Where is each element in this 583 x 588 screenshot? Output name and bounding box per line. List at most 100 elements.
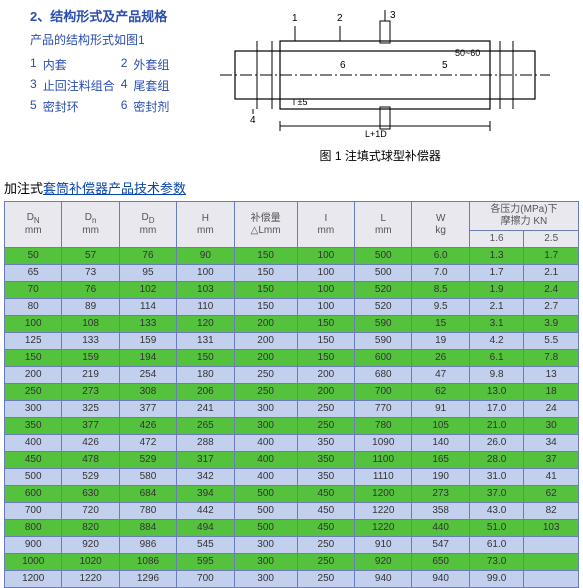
table-cell: 494 bbox=[177, 520, 234, 537]
table-cell: 150 bbox=[177, 350, 234, 367]
table-cell: 7.0 bbox=[412, 265, 469, 282]
table-cell: 700 bbox=[177, 571, 234, 588]
svg-text:L+1D: L+1D bbox=[365, 129, 387, 139]
table-cell: 377 bbox=[119, 401, 176, 418]
table-cell: 1020 bbox=[62, 554, 119, 571]
table-cell: 1090 bbox=[355, 435, 412, 452]
subtitle-pre: 加注式 bbox=[4, 181, 43, 196]
table-cell: 9.5 bbox=[412, 299, 469, 316]
table-cell: 57 bbox=[62, 248, 119, 265]
table-cell: 600 bbox=[5, 486, 62, 503]
table-cell: 250 bbox=[234, 367, 297, 384]
table-cell: 194 bbox=[119, 350, 176, 367]
table-cell: 150 bbox=[297, 350, 354, 367]
table-cell: 150 bbox=[234, 282, 297, 299]
table-cell: 1200 bbox=[355, 486, 412, 503]
svg-text:3: 3 bbox=[390, 10, 396, 21]
table-cell: 82 bbox=[524, 503, 579, 520]
table-cell: 680 bbox=[355, 367, 412, 384]
th-i: Imm bbox=[297, 202, 354, 248]
table-cell: 133 bbox=[62, 333, 119, 350]
table-cell: 300 bbox=[234, 401, 297, 418]
table-cell: 5.5 bbox=[524, 333, 579, 350]
table-cell: 47 bbox=[412, 367, 469, 384]
table-cell: 1.9 bbox=[469, 282, 524, 299]
table-cell: 89 bbox=[62, 299, 119, 316]
svg-text:6: 6 bbox=[340, 60, 346, 71]
table-cell: 26 bbox=[412, 350, 469, 367]
table-cell: 131 bbox=[177, 333, 234, 350]
table-cell: 400 bbox=[5, 435, 62, 452]
table-cell: 478 bbox=[62, 452, 119, 469]
parts-table: 1内套2外套组3止回注料组合4尾套组5密封环6密封剂 bbox=[30, 54, 175, 117]
table-cell: 450 bbox=[297, 486, 354, 503]
table-cell: 62 bbox=[524, 486, 579, 503]
table-cell: 940 bbox=[355, 571, 412, 588]
table-cell: 159 bbox=[62, 350, 119, 367]
table-cell: 95 bbox=[119, 265, 176, 282]
table-cell: 6.0 bbox=[412, 248, 469, 265]
table-cell: 73 bbox=[62, 265, 119, 282]
table-cell: 300 bbox=[234, 554, 297, 571]
subtitle-link[interactable]: 套筒补偿器产品技术参数 bbox=[43, 181, 186, 196]
table-cell: 150 bbox=[5, 350, 62, 367]
table-cell: 394 bbox=[177, 486, 234, 503]
svg-text:5: 5 bbox=[442, 60, 448, 71]
table-cell: 19 bbox=[412, 333, 469, 350]
svg-text:2: 2 bbox=[337, 13, 343, 24]
th-w: Wkg bbox=[412, 202, 469, 248]
table-cell: 820 bbox=[62, 520, 119, 537]
table-cell: 41 bbox=[524, 469, 579, 486]
table-row: 505776901501005006.01.31.7 bbox=[5, 248, 579, 265]
table-cell: 100 bbox=[297, 282, 354, 299]
table-cell: 2.4 bbox=[524, 282, 579, 299]
table-cell: 426 bbox=[119, 418, 176, 435]
table-cell: 165 bbox=[412, 452, 469, 469]
table-cell: 17.0 bbox=[469, 401, 524, 418]
table-cell: 100 bbox=[5, 316, 62, 333]
table-cell: 150 bbox=[297, 316, 354, 333]
table-cell: 265 bbox=[177, 418, 234, 435]
table-cell: 103 bbox=[524, 520, 579, 537]
table-cell: 1086 bbox=[119, 554, 176, 571]
table-cell: 650 bbox=[412, 554, 469, 571]
table-cell: 600 bbox=[355, 350, 412, 367]
table-cell: 100 bbox=[297, 248, 354, 265]
th-dd: DDmm bbox=[119, 202, 176, 248]
svg-text:50~60: 50~60 bbox=[455, 48, 480, 58]
table-cell: 520 bbox=[355, 282, 412, 299]
part-num: 6 bbox=[121, 96, 134, 117]
table-cell: 15 bbox=[412, 316, 469, 333]
table-cell: 200 bbox=[234, 333, 297, 350]
table-cell: 9.8 bbox=[469, 367, 524, 384]
table-cell: 884 bbox=[119, 520, 176, 537]
table-row: 800820884494500450122044051.0103 bbox=[5, 520, 579, 537]
table-cell: 910 bbox=[355, 537, 412, 554]
table-cell: 595 bbox=[177, 554, 234, 571]
table-cell: 250 bbox=[234, 384, 297, 401]
table-cell: 720 bbox=[62, 503, 119, 520]
table-cell: 350 bbox=[5, 418, 62, 435]
th-dn2: Dnmm bbox=[62, 202, 119, 248]
table-row: 450478529317400350110016528.037 bbox=[5, 452, 579, 469]
table-cell: 254 bbox=[119, 367, 176, 384]
table-cell: 3.9 bbox=[524, 316, 579, 333]
table-cell: 450 bbox=[5, 452, 62, 469]
table-cell: 51.0 bbox=[469, 520, 524, 537]
part-label: 密封剂 bbox=[133, 96, 175, 117]
table-cell: 350 bbox=[297, 469, 354, 486]
table-cell: 273 bbox=[62, 384, 119, 401]
table-row: 600630684394500450120027337.062 bbox=[5, 486, 579, 503]
table-cell: 250 bbox=[297, 537, 354, 554]
table-cell: 308 bbox=[119, 384, 176, 401]
table-cell: 7.8 bbox=[524, 350, 579, 367]
table-cell: 13.0 bbox=[469, 384, 524, 401]
table-cell: 133 bbox=[119, 316, 176, 333]
part-label: 止回注料组合 bbox=[43, 75, 121, 96]
table-cell: 472 bbox=[119, 435, 176, 452]
legend-block: 2、结构形式及产品规格 产品的结构形式如图1 1内套2外套组3止回注料组合4尾套… bbox=[30, 6, 175, 168]
table-cell: 150 bbox=[297, 333, 354, 350]
table-cell: 520 bbox=[355, 299, 412, 316]
table-row: 125133159131200150590194.25.5 bbox=[5, 333, 579, 350]
table-cell: 200 bbox=[5, 367, 62, 384]
